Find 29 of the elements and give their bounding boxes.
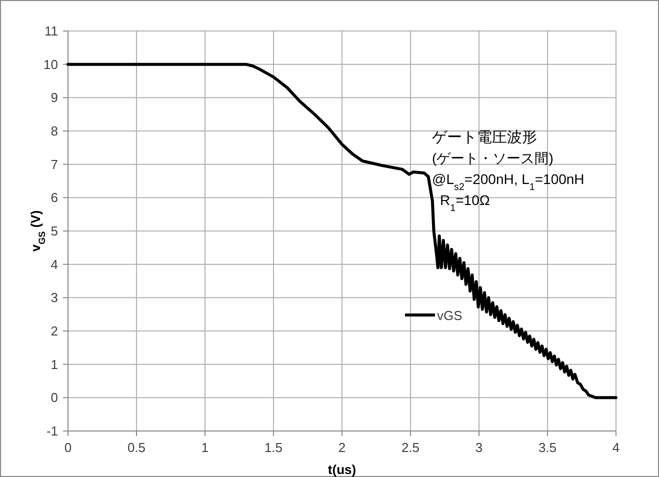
y-tick-label: 0 — [50, 390, 58, 406]
x-tick-label: 2 — [338, 440, 346, 455]
x-tick-label: 1 — [201, 440, 209, 455]
y-tick-label: -1 — [46, 424, 58, 438]
x-tick-label: 0 — [64, 440, 72, 455]
y-tick-label: 11 — [44, 24, 58, 38]
x-tick-label: 1.5 — [264, 440, 283, 455]
annotation: R$_{1}$=10Ω — [440, 192, 490, 214]
legend-label: vGS — [437, 308, 463, 323]
x-tick-label: 3.5 — [538, 440, 557, 455]
x-tick-label: 0.5 — [127, 440, 146, 455]
x-tick-label: 2.5 — [401, 440, 420, 455]
y-tick-label: 3 — [50, 290, 58, 306]
y-tick-label: 2 — [50, 324, 58, 338]
y-tick-label: 1 — [50, 356, 58, 372]
annotation: @L$_{s2}$=200nH, L$_{1}$=100nH — [432, 171, 584, 192]
y-tick-label: 8 — [50, 124, 58, 138]
x-tick-label: 3 — [475, 440, 483, 455]
x-axis-title: t(us) — [328, 462, 356, 477]
y-tick-label: 5 — [50, 224, 58, 238]
y-tick-label: 10 — [44, 56, 58, 72]
y-tick-label: 4 — [50, 256, 58, 272]
y-tick-label: 6 — [50, 190, 58, 206]
line-series — [66, 62, 618, 400]
y-tick-label: 9 — [50, 90, 58, 106]
annotation: ゲート電圧波形 — [432, 129, 538, 146]
annotation: (ゲート・ソース間) — [432, 150, 554, 166]
y-tick-label: 7 — [50, 156, 58, 172]
x-tick-label: 4 — [612, 440, 620, 455]
